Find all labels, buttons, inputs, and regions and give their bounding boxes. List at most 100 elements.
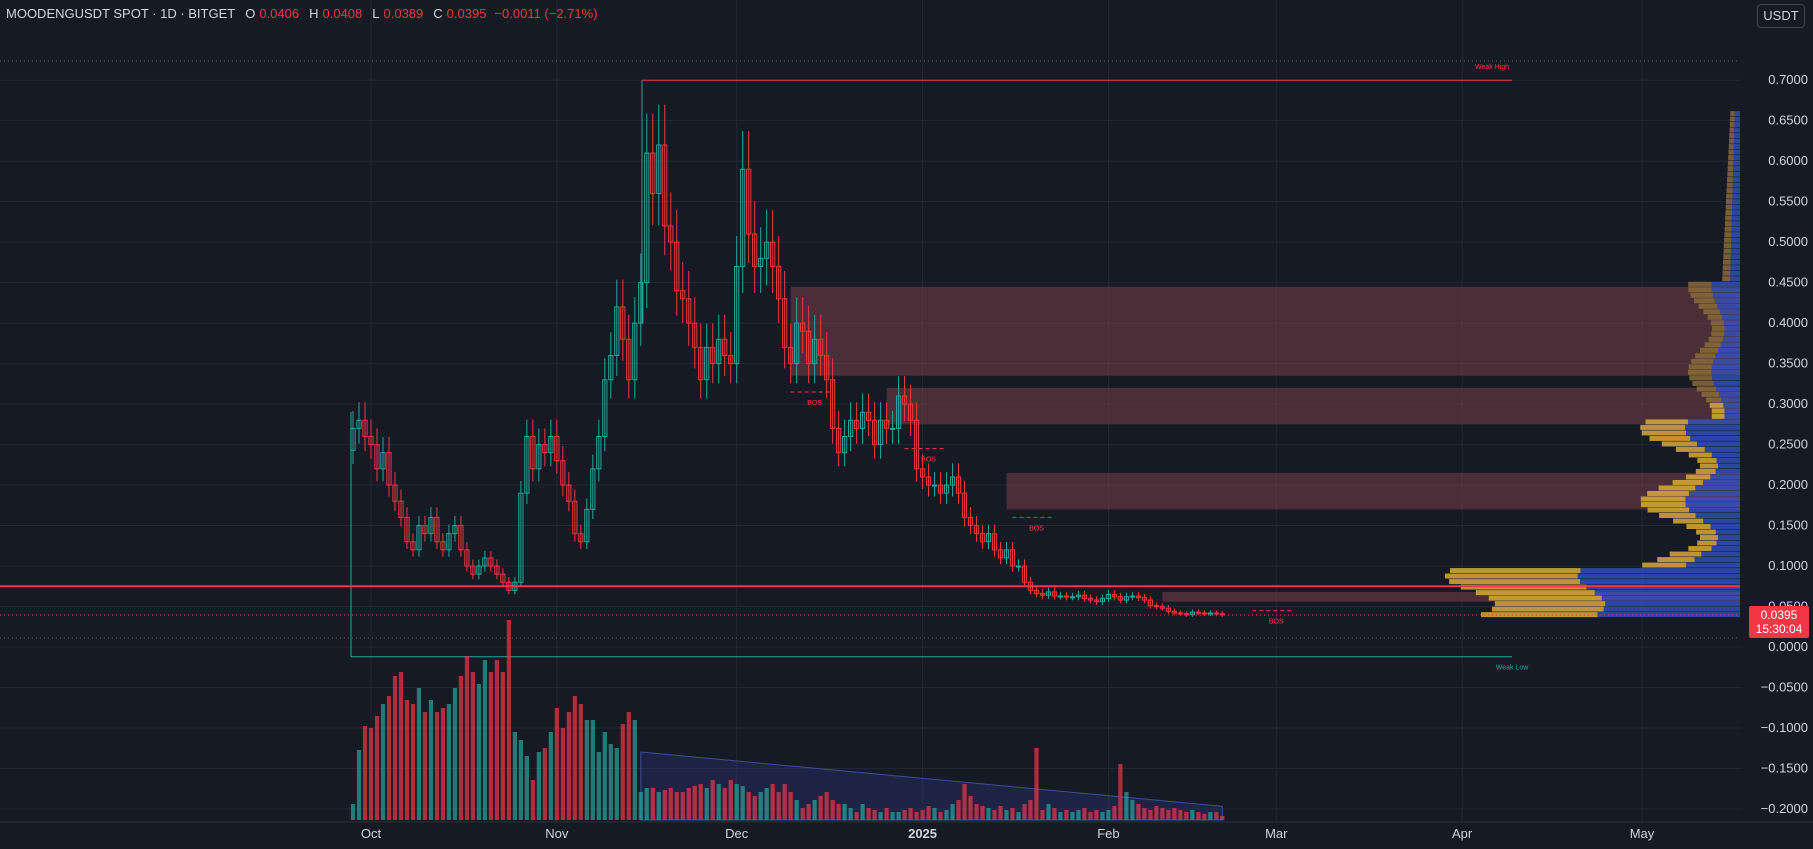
- volume-profile-bar-blue: [1733, 166, 1740, 172]
- candle-body: [949, 476, 956, 486]
- low-value: 0.0389: [383, 6, 424, 21]
- volume-profile-bar-yellow: [1701, 391, 1719, 397]
- volume-profile-bar-blue: [1731, 243, 1740, 249]
- volume-profile-bar-yellow: [1727, 160, 1734, 166]
- volume-profile-bar-blue: [1724, 408, 1740, 414]
- candle-body: [626, 338, 632, 381]
- candle-body: [1219, 613, 1225, 616]
- candle-body: [1009, 549, 1016, 567]
- volume-profile-bar-blue: [1717, 303, 1740, 309]
- volume-profile-bar-yellow: [1673, 518, 1704, 524]
- volume-bar: [842, 804, 847, 820]
- candle-body: [584, 508, 590, 543]
- volume-profile-bar-yellow: [1688, 281, 1712, 287]
- volume-bar: [704, 788, 709, 820]
- currency-button[interactable]: USDT: [1757, 4, 1805, 28]
- volume-profile-bar-yellow: [1641, 430, 1686, 436]
- candle-body: [985, 533, 992, 543]
- y-tick-label: −0.2000: [1761, 801, 1808, 816]
- volume-bar: [830, 800, 835, 820]
- candle-body: [518, 492, 524, 583]
- volume-profile-bar-yellow: [1724, 237, 1732, 243]
- volume-profile-bar-blue: [1732, 177, 1740, 183]
- volume-profile-bar-yellow: [1697, 540, 1717, 546]
- candle-body: [848, 419, 854, 437]
- candle-body: [1003, 549, 1010, 559]
- candle-body: [776, 265, 782, 300]
- candle-body: [895, 395, 902, 429]
- weak-high-label: Weak High: [1475, 64, 1509, 71]
- candle-body: [1153, 605, 1159, 608]
- x-tick-label: Nov: [545, 826, 569, 841]
- candle-body: [1051, 591, 1058, 597]
- candle-body: [614, 306, 620, 357]
- candle-body: [356, 419, 362, 429]
- volume-profile-bar-yellow: [1725, 204, 1733, 210]
- candle-body: [500, 573, 506, 583]
- volume-profile-bar-blue: [1717, 463, 1740, 469]
- candle-body: [1033, 589, 1040, 595]
- bos-label: BOS: [1269, 619, 1284, 626]
- countdown-timer: 15:30:04: [1755, 622, 1803, 636]
- volume-profile-bar-yellow: [1727, 171, 1734, 177]
- volume-profile-bar-yellow: [1640, 501, 1686, 507]
- volume-profile-bar-yellow: [1658, 485, 1696, 491]
- volume-bar: [596, 752, 601, 820]
- volume-profile-bar-yellow: [1691, 358, 1714, 364]
- candle-body: [1105, 593, 1112, 599]
- volume-profile-bar-yellow: [1729, 122, 1735, 128]
- candle-body: [830, 379, 836, 429]
- volume-profile-bar-yellow: [1445, 573, 1578, 579]
- last-price-value: 0.0395: [1760, 608, 1798, 622]
- y-tick-label: 0.5000: [1768, 234, 1808, 249]
- volume-profile-bar-yellow: [1657, 557, 1695, 563]
- volume-profile-bar-blue: [1711, 281, 1740, 287]
- volume-bar: [554, 708, 559, 820]
- volume-profile-bar-yellow: [1481, 612, 1598, 618]
- volume-profile-bar-blue: [1577, 573, 1740, 579]
- high-label: H: [309, 6, 319, 21]
- volume-bar: [482, 660, 488, 820]
- volume-bar: [932, 808, 937, 820]
- x-tick-label: May: [1630, 826, 1655, 841]
- volume-profile-bar-yellow: [1699, 535, 1718, 541]
- volume-profile-bar-blue: [1724, 413, 1740, 419]
- candle-body: [931, 484, 938, 487]
- volume-bar: [782, 784, 787, 820]
- candle-body: [872, 419, 878, 446]
- volume-profile-bar-blue: [1688, 490, 1740, 496]
- y-tick-label: 0.6000: [1768, 153, 1808, 168]
- volume-bar: [962, 784, 967, 820]
- volume-bar: [800, 808, 805, 820]
- volume-profile-bar-yellow: [1690, 292, 1713, 298]
- volume-profile-bar-blue: [1701, 551, 1740, 557]
- volume-profile-bar-blue: [1722, 336, 1740, 342]
- volume-profile-bar-yellow: [1709, 402, 1724, 408]
- open-label: O: [245, 6, 256, 21]
- volume-bar: [794, 800, 799, 820]
- volume-bar: [938, 812, 943, 820]
- candle-body: [866, 411, 872, 421]
- volume-profile-bar-blue: [1733, 155, 1740, 161]
- volume-bar: [1154, 806, 1159, 820]
- candle-body: [422, 525, 428, 535]
- volume-profile-bar-blue: [1715, 529, 1740, 535]
- candle-body: [860, 411, 866, 429]
- volume-profile-bar-blue: [1711, 287, 1740, 293]
- order-block-zone: [886, 387, 1740, 425]
- volume-bar: [548, 732, 553, 820]
- volume-bar: [1142, 808, 1147, 820]
- candle-body: [919, 468, 926, 478]
- volume-profile-bar-blue: [1685, 430, 1740, 436]
- volume-bar: [416, 688, 422, 820]
- volume-profile-bar-yellow: [1708, 336, 1723, 342]
- volume-profile-bar-blue: [1734, 122, 1740, 128]
- volume-profile-bar-yellow: [1475, 590, 1595, 596]
- volume-profile-bar-blue: [1716, 457, 1740, 463]
- symbol-title[interactable]: MOODENGUSDT SPOT · 1D · BITGET: [6, 6, 236, 21]
- volume-profile-bar-yellow: [1488, 595, 1602, 601]
- volume-bar: [698, 784, 703, 820]
- volume-profile-bar-blue: [1715, 353, 1740, 359]
